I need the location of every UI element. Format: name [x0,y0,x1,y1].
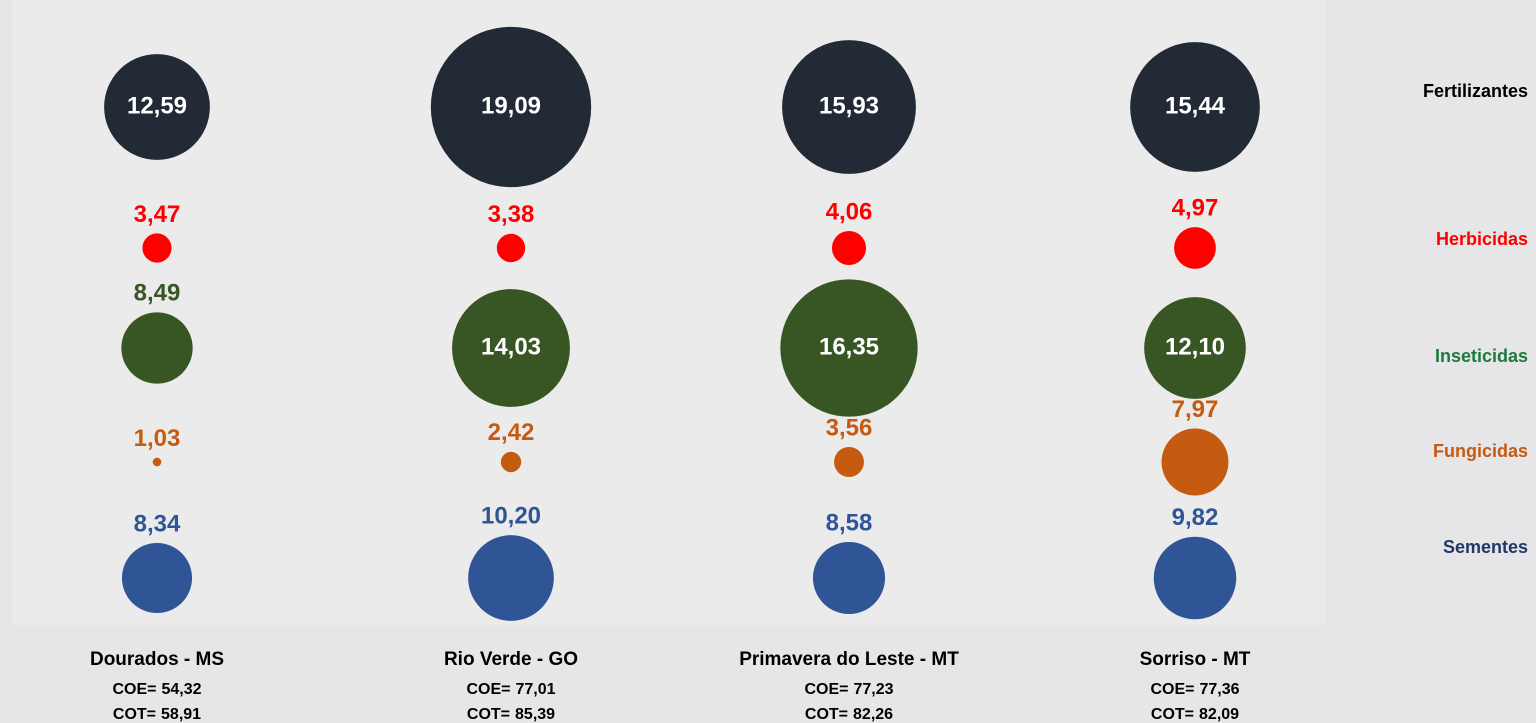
bubble [142,233,172,263]
data-label: 3,47 [134,201,181,228]
data-label: 4,97 [1172,194,1219,221]
cot-label: COT= 82,26 [805,706,893,723]
data-label: 16,35 [819,333,879,360]
category-label: Sorriso - MT [1140,649,1251,670]
data-label: 2,42 [488,419,535,446]
data-label: 19,09 [481,92,541,119]
cot-label: COT= 82,09 [1151,706,1239,723]
data-label: 3,38 [488,201,535,228]
bubble [780,279,918,417]
bubble [121,542,193,614]
bubble [468,535,554,621]
legend-label: Inseticidas [1435,346,1528,366]
data-label: 7,97 [1172,396,1219,423]
bubble [834,447,864,477]
cot-value: 82,26 [853,706,893,723]
data-label: 3,56 [826,414,873,441]
data-label: 12,10 [1165,333,1225,360]
plot-area [12,0,1325,625]
coe-label: COE= 54,32 [112,681,201,698]
data-label: 1,03 [134,425,181,452]
cot-value: 82,09 [1199,706,1239,723]
bubble [812,541,886,615]
bubble [831,230,867,266]
cot-label: COT= 58,91 [113,706,201,723]
cot-name: COT= [467,706,510,723]
cot-value: 58,91 [161,706,201,723]
data-label: 12,59 [127,92,187,119]
data-label: 15,93 [819,92,879,119]
category-label: Primavera do Leste - MT [739,649,959,670]
coe-label: COE= 77,36 [1150,681,1239,698]
legend-label: Herbicidas [1436,229,1528,249]
cot-label: COT= 85,39 [467,706,555,723]
coe-name: COE= [804,681,848,698]
legend-label: Fungicidas [1433,441,1528,461]
legend-label: Fertilizantes [1423,81,1528,101]
bubble [152,457,162,467]
coe-name: COE= [466,681,510,698]
bubble [430,26,592,188]
data-label: 8,34 [134,510,181,537]
data-label: 4,06 [826,198,873,225]
bubble [782,40,916,174]
bubble [1144,297,1246,399]
bubble [1161,428,1229,496]
data-label: 15,44 [1165,92,1226,119]
bubble [1130,42,1260,172]
cot-value: 85,39 [515,706,555,723]
data-label: 9,82 [1172,504,1219,531]
data-label: 14,03 [481,333,541,360]
cot-name: COT= [805,706,848,723]
legend-label: Sementes [1443,537,1528,557]
category-label: Dourados - MS [90,649,224,670]
cot-name: COT= [1151,706,1194,723]
coe-value: 77,36 [1199,681,1239,698]
bubble [121,312,193,384]
coe-label: COE= 77,23 [804,681,893,698]
bubble [496,233,526,263]
coe-name: COE= [112,681,156,698]
coe-label: COE= 77,01 [466,681,555,698]
bubble [500,451,522,473]
coe-name: COE= [1150,681,1194,698]
bubble [1153,536,1237,620]
bubble [1174,227,1216,269]
coe-value: 77,23 [853,681,893,698]
data-label: 8,58 [826,509,873,536]
coe-value: 77,01 [515,681,555,698]
cot-name: COT= [113,706,156,723]
data-label: 10,20 [481,503,541,530]
coe-value: 54,32 [161,681,201,698]
bubble [452,289,570,407]
bubble [104,54,210,160]
data-label: 8,49 [134,280,181,307]
category-label: Rio Verde - GO [444,649,578,670]
